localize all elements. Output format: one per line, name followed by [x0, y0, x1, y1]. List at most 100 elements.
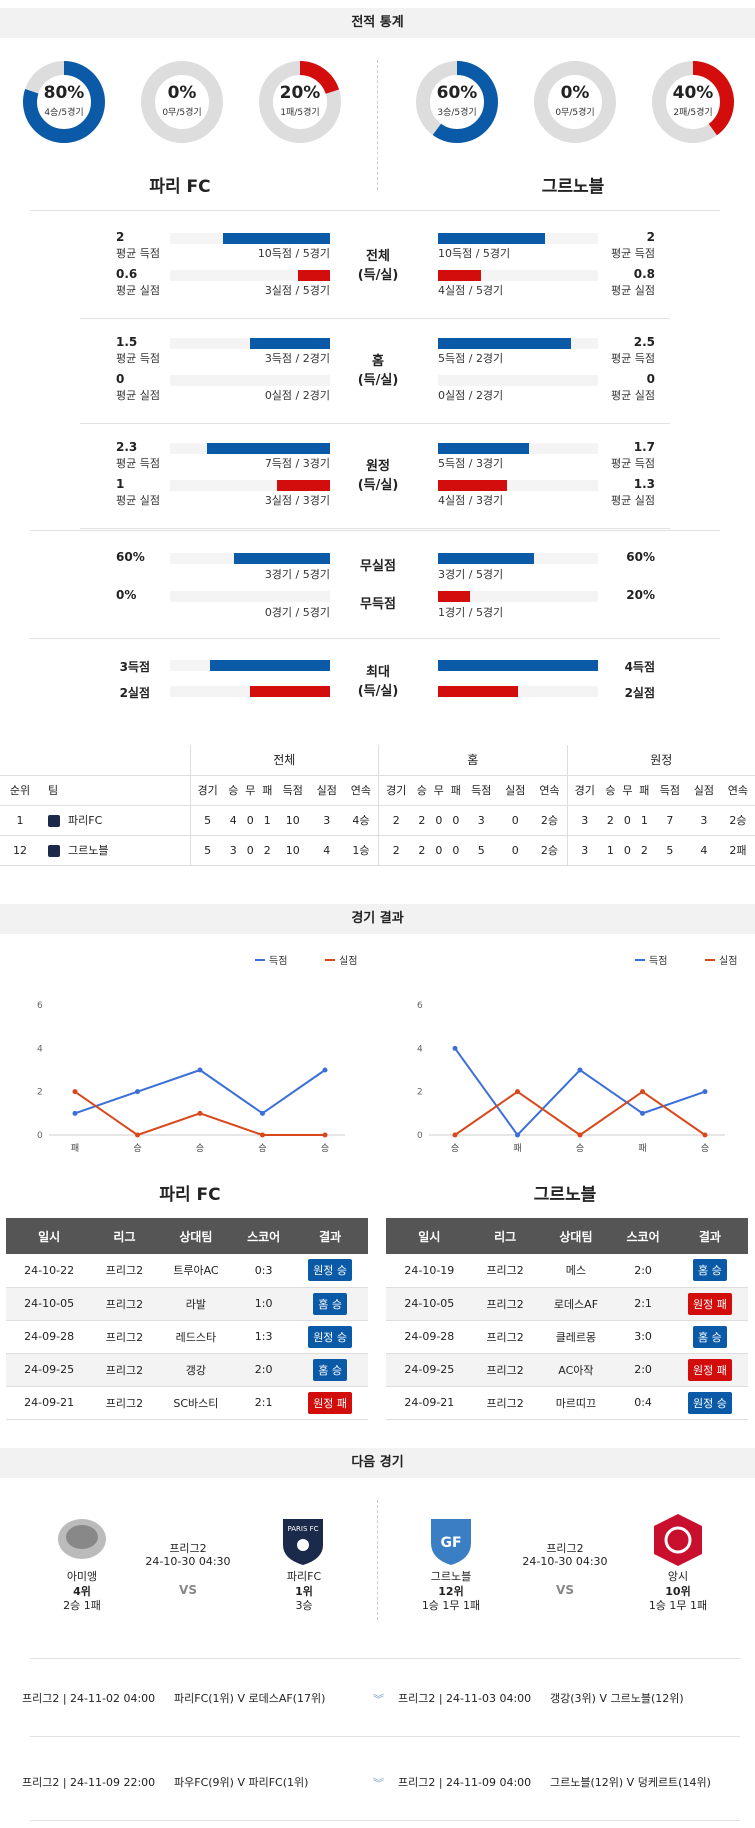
- section-title-h2h: 전적 통계: [0, 8, 755, 38]
- right-bar-label: 5득점 / 3경기: [438, 457, 504, 470]
- match-date: 24-09-21: [386, 1386, 473, 1420]
- section-title-results: 경기 결과: [0, 904, 755, 934]
- result-badge: 원정 승: [308, 1259, 353, 1282]
- standings-cell: 3: [224, 835, 242, 866]
- result-badge: 홈 승: [693, 1259, 727, 1282]
- divider: [80, 528, 670, 529]
- x-tick-label: 패: [638, 1143, 646, 1154]
- fixture-teams[interactable]: 파리FC(1위) V 로데스AF(17위): [174, 1692, 326, 1705]
- next-right-home-name: 그르노블: [430, 1570, 472, 1583]
- data-point: [702, 1089, 708, 1095]
- chevron-down-icon: ︾: [373, 1693, 384, 1706]
- fixture-league-date: 프리그2 | 24-11-02 04:00: [22, 1692, 156, 1705]
- divider: [30, 638, 720, 639]
- left-bar: [222, 233, 330, 244]
- match-result: 원정 패: [671, 1353, 748, 1387]
- results-row: 24-09-28 프리그2 클레르몽 3:0 홈 승: [386, 1320, 748, 1354]
- match-date: 24-10-05: [6, 1287, 93, 1321]
- fixture-teams[interactable]: 파우FC(9위) V 파리FC(1위): [174, 1776, 309, 1789]
- fixture-teams[interactable]: 갱강(3위) V 그르노블(12위): [550, 1692, 684, 1705]
- right-bar-label: 3경기 / 5경기: [438, 568, 504, 581]
- standings-header: 득점: [275, 775, 310, 806]
- next-left-away-rank: 1위: [295, 1585, 313, 1598]
- left-bar-label: 0실점 / 2경기: [264, 389, 330, 402]
- grenoble-logo-icon: GF: [428, 1515, 474, 1565]
- stat-category-sub: (득/실): [357, 478, 399, 493]
- left-label: 평균 실점: [116, 494, 160, 507]
- standings-header: 득점: [464, 775, 499, 806]
- right-value: 1.7: [633, 440, 655, 454]
- match-league: 프리그2: [92, 1320, 157, 1354]
- left-bar: [206, 443, 330, 454]
- standings-cell: 0: [447, 805, 465, 836]
- left-bar: [250, 338, 330, 349]
- match-date: 24-10-19: [386, 1254, 473, 1288]
- result-badge: 홈 승: [313, 1358, 347, 1381]
- left-team-name: 파리 FC: [149, 177, 211, 197]
- divider: [80, 318, 670, 319]
- data-point: [640, 1089, 645, 1095]
- result-badge: 원정 승: [687, 1391, 732, 1414]
- right-value: 2실점: [624, 686, 655, 700]
- donut-sub: 0무/5경기: [555, 108, 595, 118]
- next-left-away-record: 3승: [295, 1599, 313, 1612]
- match-opponent: SC바스티: [156, 1386, 236, 1420]
- bar-track: [170, 480, 330, 491]
- donut-percent: 0%: [167, 83, 197, 103]
- x-tick-label: 승: [576, 1143, 584, 1154]
- team-logo-icon: [48, 845, 60, 857]
- results-row: 24-10-05 프리그2 라발 1:0 홈 승: [6, 1287, 368, 1321]
- standings-cell: 1승: [343, 835, 379, 866]
- match-opponent: 트루아AC: [156, 1254, 236, 1288]
- x-tick-label: 패: [513, 1143, 521, 1154]
- match-league: 프리그2: [472, 1386, 538, 1420]
- bar-track: [438, 375, 598, 386]
- bar-track: [170, 375, 330, 386]
- results-row: 24-09-25 프리그2 갱강 2:0 홈 승: [6, 1353, 368, 1387]
- data-point: [72, 1089, 78, 1095]
- standings-cell: 1: [601, 835, 619, 866]
- data-point: [197, 1067, 203, 1073]
- results-header: 결과: [292, 1218, 368, 1254]
- data-point: [577, 1067, 583, 1073]
- donut-percent: 80%: [43, 83, 85, 103]
- match-date: 24-10-22: [6, 1254, 93, 1288]
- stat-category: 최대: [366, 665, 390, 680]
- legend-label: 실점: [339, 955, 357, 967]
- left-value: 2: [116, 230, 125, 244]
- divider: [30, 1658, 740, 1659]
- next-right-home-record: 1승 1무 1패: [421, 1599, 481, 1612]
- divider: [30, 1736, 740, 1737]
- match-league: 프리그2: [92, 1254, 157, 1288]
- data-point: [452, 1045, 458, 1051]
- right-bar: [438, 338, 571, 349]
- fixture-league-date: 프리그2 | 24-11-09 04:00: [398, 1776, 532, 1789]
- donut-sub: 2패/5경기: [673, 108, 713, 118]
- bar-track: [170, 591, 330, 602]
- standings-header: 패: [447, 775, 465, 806]
- match-league: 프리그2: [472, 1287, 538, 1321]
- standings-header: 실점: [498, 775, 533, 806]
- y-tick-label: 6: [37, 1001, 43, 1011]
- match-score: 3:0: [614, 1320, 672, 1354]
- match-league: 프리그2: [92, 1353, 157, 1387]
- donut-sub: 4승/5경기: [44, 108, 84, 118]
- standings-cell: 2승: [720, 805, 755, 836]
- standings-cell: 3: [566, 805, 602, 836]
- legend-label: 득점: [269, 955, 287, 967]
- series-line: [454, 1047, 706, 1137]
- right-value: 0.8: [633, 267, 655, 281]
- standings-cell: 4: [309, 835, 344, 866]
- results-row: 24-09-21 프리그2 마르띠끄 0:4 원정 승: [386, 1386, 748, 1420]
- fixture-teams[interactable]: 그르노블(12위) V 덩케르트(14위): [550, 1776, 711, 1789]
- right-label: 평균 득점: [611, 352, 655, 365]
- right-bar-label: 0실점 / 2경기: [438, 389, 504, 402]
- stat-category: 무득점: [360, 597, 396, 612]
- left-bar-label: 0경기 / 5경기: [264, 606, 330, 619]
- match-result: 원정 승: [671, 1386, 748, 1420]
- left-bar: [234, 553, 330, 564]
- donut-percent: 40%: [672, 83, 714, 103]
- donut-percent: 0%: [560, 83, 590, 103]
- match-opponent: 레드스타: [156, 1320, 236, 1354]
- left-label: 평균 득점: [116, 352, 160, 365]
